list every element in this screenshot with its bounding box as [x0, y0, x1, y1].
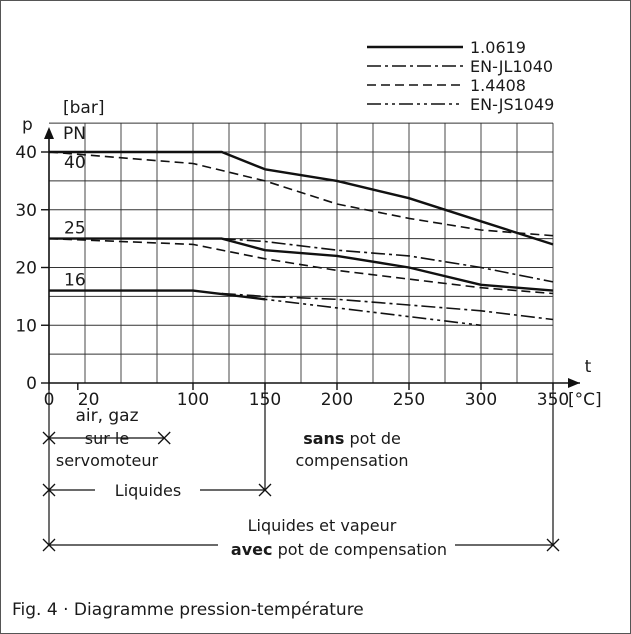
series-line: [49, 150, 554, 246]
y-tick-label: 40: [15, 143, 37, 163]
sans-pot-note: sans pot de: [303, 429, 401, 448]
range-end-mark: [42, 431, 56, 445]
range-label-avec-pot: avec pot de compensation: [231, 540, 447, 559]
x-tick-label: 300: [465, 390, 497, 410]
range-label-air: servomoteur: [56, 451, 159, 470]
legend-label: 1.0619: [470, 38, 526, 57]
range-end-mark: [546, 538, 560, 552]
x-tick-label: 20: [78, 390, 100, 410]
pn-value-label: 25: [64, 219, 86, 239]
pn-value-label: 16: [64, 271, 86, 291]
x-tick-label: 250: [393, 390, 425, 410]
range-label-liquides: Liquides: [115, 481, 181, 500]
x-tick-label: 200: [321, 390, 353, 410]
range-end-mark: [42, 483, 56, 497]
y-unit-label: [bar]: [63, 98, 104, 118]
range-label-vapeur: Liquides et vapeur: [248, 516, 397, 535]
pn-value-label: 40: [64, 153, 86, 173]
series-line: [221, 292, 554, 321]
sans-pot-note-line2: compensation: [295, 451, 408, 470]
legend-label: 1.4408: [470, 76, 526, 95]
range-end-mark: [42, 538, 56, 552]
range-label-air: air, gaz: [75, 406, 138, 426]
legend-label: EN-JS1049: [470, 95, 554, 114]
figure-caption: Fig. 4 · Diagramme pression-température: [12, 600, 364, 620]
series-line: [221, 292, 482, 327]
series-line: [48, 151, 554, 237]
range-end-mark: [157, 431, 171, 445]
y-tick-label: 30: [15, 201, 37, 221]
y-tick-label: 10: [15, 316, 37, 336]
pn-label: PN: [63, 124, 86, 144]
y-tick-label: 20: [15, 259, 37, 279]
legend-label: EN-JL1040: [470, 57, 553, 76]
y-axis-label: p: [22, 115, 33, 135]
y-tick-label: 0: [26, 374, 37, 394]
x-tick-label: 100: [177, 390, 209, 410]
x-axis-label: t: [585, 357, 592, 377]
series-line: [221, 237, 554, 283]
y-axis-arrow: [44, 127, 54, 139]
x-axis-arrow: [568, 378, 580, 388]
range-label-air: sur le: [85, 429, 129, 448]
series-line: [48, 237, 554, 295]
x-unit-label: [°C]: [568, 390, 602, 410]
